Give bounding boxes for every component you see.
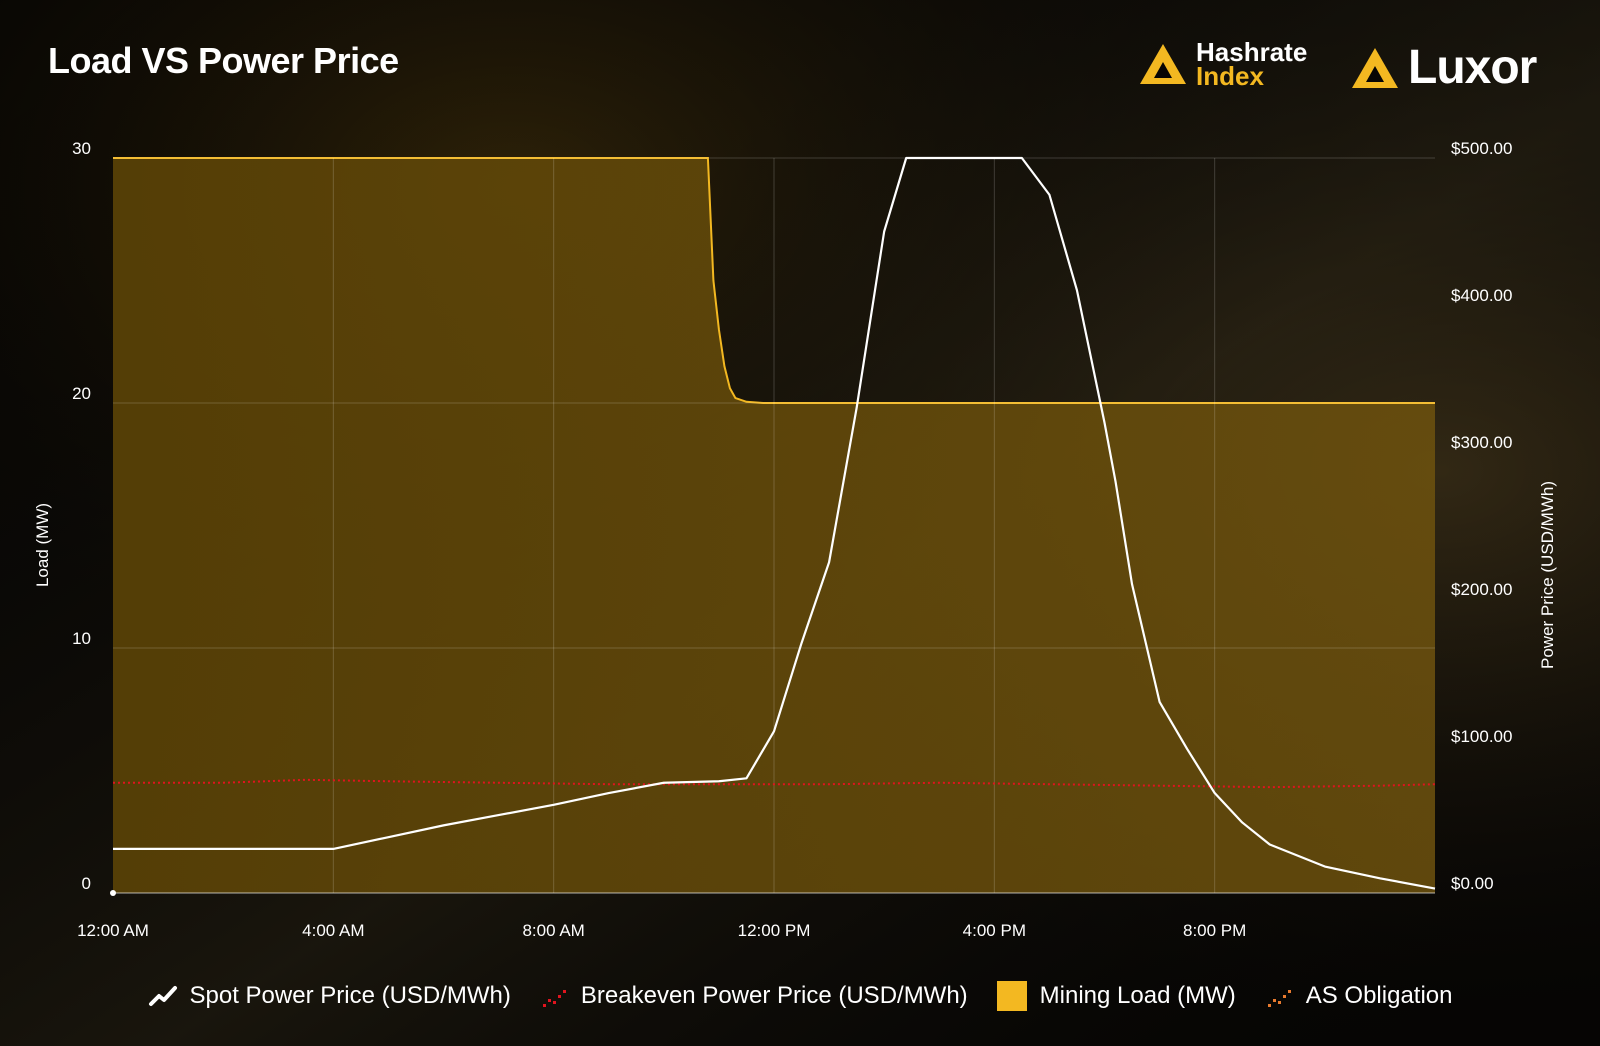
- y-left-tick-label: 0: [82, 874, 91, 893]
- mining-load-area: [113, 158, 1435, 893]
- y-left-tick-label: 30: [72, 139, 91, 158]
- chart-area: Load (MW) Power Price (USD/MWh) 0 10 20 30 $…: [33, 139, 1557, 940]
- breakeven-price-line: [113, 778, 1436, 789]
- x-axis-origin-dot: [110, 890, 116, 896]
- legend-label: Breakeven Power Price (USD/MWh): [580, 982, 968, 1009]
- mining-load-line: [113, 157, 1435, 404]
- hashrate-index-logo: Hashrate Index: [1138, 37, 1308, 91]
- spot-price-line: [113, 156, 1436, 890]
- line-chart-icon: [148, 986, 177, 1006]
- brand-luxor-text: Luxor: [1408, 41, 1537, 94]
- luxor-logo: Luxor: [1350, 40, 1537, 95]
- series-layer: [113, 157, 1435, 893]
- legend-item-as[interactable]: AS Obligation: [1264, 980, 1453, 1012]
- luxor-logo-icon: [1352, 47, 1398, 88]
- dotted-line-icon: [542, 990, 566, 1007]
- legend-label: AS Obligation: [1305, 982, 1453, 1009]
- x-tick-label: 12:00 PM: [738, 921, 811, 940]
- chart-title: Load VS Power Price: [48, 40, 399, 81]
- legend-label: Mining Load (MW): [1039, 982, 1236, 1009]
- y-right-tick-label: $0.00: [1451, 874, 1494, 893]
- brand-index-text: Index: [1196, 61, 1264, 91]
- legend-item-spot[interactable]: Spot Power Price (USD/MWh): [148, 980, 511, 1012]
- x-tick-label: 4:00 PM: [963, 921, 1026, 940]
- legend-item-load[interactable]: Mining Load (MW): [996, 980, 1236, 1012]
- hashrate-index-logo-icon: [1140, 44, 1186, 84]
- x-tick-label: 4:00 AM: [302, 921, 364, 940]
- x-tick-label: 12:00 AM: [77, 921, 149, 940]
- axes: Load (MW) Power Price (USD/MWh) 0 10 20 30 $…: [33, 139, 1557, 940]
- grid: [113, 157, 1435, 894]
- y-right-tick-label: $200.00: [1451, 580, 1512, 599]
- legend-item-breakeven[interactable]: Breakeven Power Price (USD/MWh): [539, 980, 968, 1012]
- y-left-tick-label: 10: [72, 629, 91, 648]
- y-left-axis-title: Load (MW): [33, 503, 52, 587]
- x-tick-label: 8:00 PM: [1183, 921, 1246, 940]
- brand-hashrate-text: Hashrate: [1196, 37, 1308, 67]
- legend-label: Spot Power Price (USD/MWh): [189, 982, 511, 1009]
- y-right-tick-label: $300.00: [1451, 433, 1512, 452]
- breakeven-layer: [113, 156, 1436, 890]
- x-tick-label: 8:00 AM: [522, 921, 584, 940]
- y-right-tick-label: $400.00: [1451, 286, 1512, 305]
- legend: Spot Power Price (USD/MWh) Breakeven Powe…: [0, 980, 1600, 1012]
- dotted-line-icon: [1267, 990, 1291, 1007]
- y-right-tick-label: $100.00: [1451, 727, 1512, 746]
- y-left-tick-label: 20: [72, 384, 91, 403]
- y-right-axis-title: Power Price (USD/MWh): [1538, 481, 1557, 669]
- y-right-tick-label: $500.00: [1451, 139, 1512, 158]
- filled-square-icon: [996, 981, 1027, 1011]
